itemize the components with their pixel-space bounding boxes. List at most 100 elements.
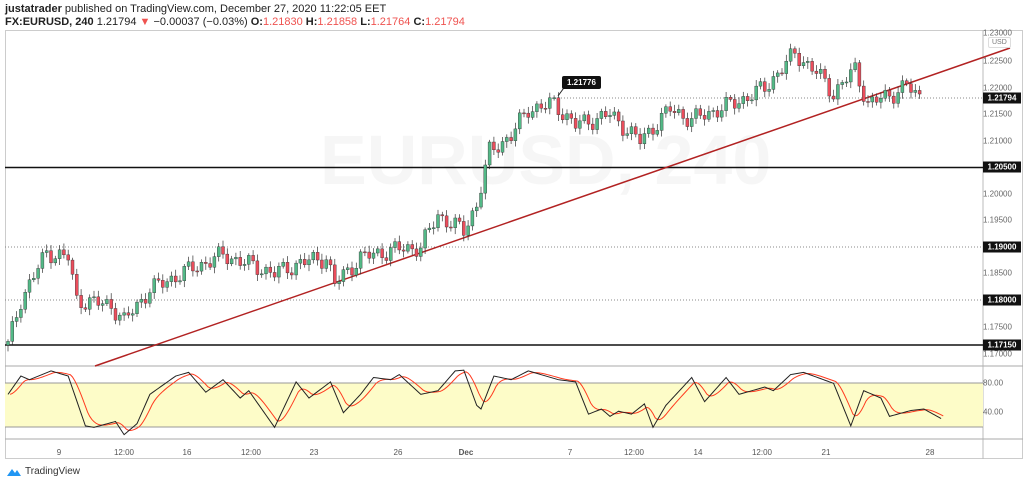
candle: [371, 252, 376, 259]
candle: [199, 262, 204, 272]
candle: [165, 281, 169, 288]
candle: [900, 80, 905, 93]
candle: [389, 247, 393, 261]
candle: [298, 259, 303, 264]
last-price-box: 1.21794: [983, 92, 1021, 104]
candle: [565, 113, 569, 120]
candle: [122, 312, 126, 316]
trendline[interactable]: [94, 47, 1011, 367]
candle: [346, 267, 350, 270]
stoch-d-line: [9, 371, 944, 431]
candle: [754, 85, 758, 101]
price-label: 1.21000: [983, 136, 1012, 146]
candle: [83, 307, 88, 310]
candle: [109, 299, 113, 309]
candle: [707, 111, 711, 120]
candle: [659, 113, 664, 131]
candle: [238, 257, 242, 266]
price-callout[interactable]: 1.21776: [562, 76, 601, 89]
candle: [892, 95, 896, 104]
stoch-k-line: [7, 369, 942, 436]
candle: [337, 281, 341, 284]
candle: [530, 111, 535, 118]
candle: [384, 257, 389, 261]
candle: [634, 126, 638, 135]
author[interactable]: justatrader: [5, 3, 62, 15]
candle: [500, 141, 505, 153]
down-triangle-icon: ▼: [139, 16, 151, 28]
candle: [750, 99, 754, 102]
candle: [105, 299, 109, 304]
candle: [591, 123, 595, 130]
candle: [793, 48, 797, 54]
low-value: 1.21764: [370, 16, 411, 28]
candle: [444, 215, 449, 228]
candle: [19, 309, 23, 318]
tradingview-logo[interactable]: TradingView: [6, 466, 80, 477]
candle: [552, 97, 556, 99]
candle: [277, 266, 281, 278]
candle: [10, 321, 15, 342]
chart-frame[interactable]: [5, 30, 1023, 459]
candle: [113, 308, 118, 321]
candle: [380, 248, 384, 258]
candle: [57, 249, 62, 259]
candle: [27, 279, 32, 293]
candle: [664, 106, 668, 114]
candle: [208, 263, 212, 268]
candle: [92, 296, 96, 299]
candle: [913, 90, 917, 93]
candle: [453, 217, 457, 228]
stoch-label: 80.00: [983, 378, 1004, 388]
candle: [814, 70, 819, 74]
candle: [720, 110, 724, 118]
candle: [470, 210, 475, 227]
candle: [315, 252, 320, 261]
candle: [483, 164, 487, 194]
candle: [853, 62, 857, 70]
candle: [806, 61, 810, 63]
candle: [6, 341, 10, 346]
candle: [578, 120, 582, 129]
candle: [543, 108, 548, 110]
tradingview-icon: [7, 468, 21, 476]
candle: [840, 82, 844, 85]
candle: [681, 109, 685, 119]
candle: [139, 299, 144, 303]
candle: [797, 53, 801, 66]
candle: [780, 72, 784, 75]
candle: [255, 260, 260, 275]
candle: [36, 268, 40, 279]
candle: [535, 103, 539, 112]
candle: [96, 296, 101, 306]
candle: [479, 192, 483, 208]
candle: [100, 303, 105, 306]
change: −0.00037 (−0.03%): [153, 16, 248, 28]
candle: [655, 130, 659, 135]
close-label: C:: [413, 16, 426, 28]
candle: [268, 266, 272, 273]
candle: [229, 258, 234, 265]
candle: [518, 112, 522, 130]
candle: [247, 255, 251, 265]
candle: [505, 137, 509, 142]
candle: [212, 256, 217, 268]
candle: [272, 272, 277, 278]
open-value: 1.21830: [262, 16, 303, 28]
candle: [651, 127, 655, 135]
candle: [449, 226, 453, 229]
candle: [354, 268, 358, 276]
candle: [423, 229, 427, 249]
candle: [462, 221, 466, 236]
candle: [548, 97, 552, 109]
candle: [836, 84, 840, 100]
candle: [879, 98, 883, 103]
candle: [771, 76, 776, 90]
currency-label[interactable]: USD: [988, 37, 1011, 48]
candle: [376, 248, 380, 254]
candle: [905, 80, 909, 85]
time-tick: 12:00: [751, 448, 773, 457]
candle: [414, 248, 419, 257]
candle: [401, 249, 406, 252]
